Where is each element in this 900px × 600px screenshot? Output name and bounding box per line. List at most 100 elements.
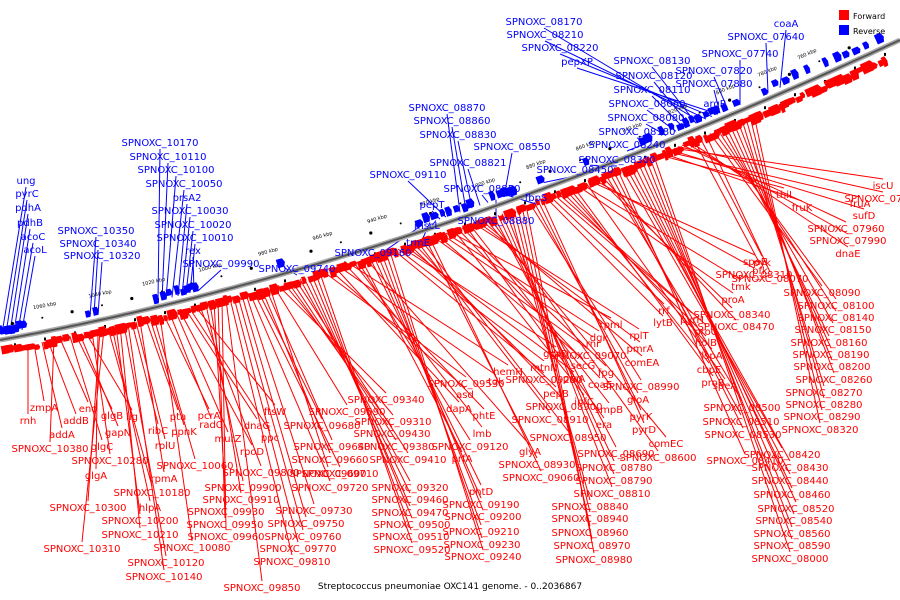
leader-line <box>753 114 821 424</box>
leader-line <box>13 228 31 332</box>
forward-feature <box>342 263 353 272</box>
forward-feature <box>498 215 505 222</box>
gene-label-spnoxc-07880: SPNOXC_07880 <box>675 79 752 90</box>
gene-label-spnoxc-08860: SPNOXC_08860 <box>413 116 490 127</box>
tick-mark <box>584 179 586 183</box>
tick-dot <box>10 321 14 326</box>
gene-label-spnoxc-07740: SPNOXC_07740 <box>701 49 778 60</box>
leader-line <box>653 156 791 553</box>
forward-feature <box>438 231 448 244</box>
gene-label-spnoxc-09760: SPNOXC_09760 <box>264 532 341 543</box>
tick-mark <box>674 143 676 147</box>
gene-label-secg: secG <box>571 361 596 372</box>
gene-label-spnoxc-10110: SPNOXC_10110 <box>129 152 206 163</box>
forward-features <box>0 56 889 355</box>
leader-line <box>544 40 707 120</box>
reverse-feature <box>781 76 790 86</box>
gene-label-gloa: gloA <box>627 395 649 406</box>
leader-line <box>273 286 348 406</box>
forward-feature <box>321 268 329 279</box>
gene-label-pta: pta <box>170 412 186 423</box>
forward-feature <box>268 283 280 296</box>
leader-line <box>507 195 537 205</box>
gene-label-spnoxc-10060: SPNOXC_10060 <box>156 461 233 472</box>
reverse-feature <box>803 64 811 75</box>
leader-line <box>185 230 194 294</box>
tick-mark <box>134 318 136 322</box>
reverse-feature <box>790 68 799 80</box>
leader-line <box>509 210 591 501</box>
gene-label-pmra: pmrA <box>626 344 653 355</box>
gene-label-spnoxc-08840: SPNOXC_08840 <box>551 502 628 513</box>
leader-line <box>257 290 323 420</box>
forward-feature <box>62 333 71 342</box>
tick-dot <box>369 231 373 235</box>
gene-label-spnoxc-08300: SPNOXC_08300 <box>578 155 655 166</box>
gene-label-pepxp: pepXP <box>561 57 593 68</box>
reverse-swatch <box>839 25 849 35</box>
forward-feature <box>108 325 117 337</box>
gene-label-spee: speE <box>743 257 767 268</box>
gene-label-radc: radC <box>199 420 223 431</box>
backbone-line <box>0 39 900 341</box>
forward-feature <box>778 102 786 114</box>
gene-label-spnoxc-09640: SPNOXC_09640 <box>293 442 370 453</box>
leader-line <box>165 175 177 299</box>
forward-feature <box>130 321 137 330</box>
tick-mark <box>554 190 556 194</box>
gene-label-hemh: hemH <box>493 367 523 378</box>
leader-line <box>107 328 153 487</box>
gene-label-spnoxc-09950: SPNOXC_09950 <box>186 520 263 531</box>
gene-label-comec: comEC <box>649 439 684 450</box>
reverse-feature <box>760 87 768 96</box>
leader-line <box>169 313 212 419</box>
leader-line <box>669 149 865 210</box>
reverse-feature <box>429 211 439 221</box>
gene-label-spnoxc-10310: SPNOXC_10310 <box>43 544 120 555</box>
tick-dot <box>459 202 462 205</box>
leader-line <box>381 253 482 526</box>
gene-label-spnoxc-10380: SPNOXC_10380 <box>11 444 88 455</box>
leader-line <box>425 239 538 459</box>
reverse-feature <box>20 320 28 329</box>
forward-feature <box>880 56 889 68</box>
leader-line <box>87 330 101 502</box>
gene-label-spnoxc-08550: SPNOXC_08550 <box>473 142 550 153</box>
leader-line <box>605 174 743 402</box>
gene-label-spnoxc-10030: SPNOXC_10030 <box>151 206 228 217</box>
leader-line <box>261 289 331 454</box>
forward-feature <box>13 343 24 353</box>
reverse-feature <box>693 113 702 124</box>
gene-label-spnoxc-09110: SPNOXC_09110 <box>369 170 446 181</box>
gene-label-spnoxc-08540: SPNOXC_08540 <box>755 516 832 527</box>
leader-line <box>139 320 165 473</box>
forward-feature <box>644 156 653 168</box>
forward-feature <box>877 59 884 68</box>
gene-label-spnoxc-09720: SPNOXC_09720 <box>291 483 368 494</box>
leader-line <box>217 301 226 519</box>
gene-label-spnoxc-09770: SPNOXC_09770 <box>259 544 336 555</box>
forward-feature <box>261 287 271 298</box>
reverse-gene-labels: ung pyrC pdhA pdhB acoC acoL SPNOXC_10350 SPNOX… <box>15 17 804 275</box>
leader-line <box>437 235 584 360</box>
forward-feature <box>214 297 227 308</box>
tick-dot <box>101 304 103 307</box>
gene-label-spnoxc-09470: SPNOXC_09470 <box>371 508 448 519</box>
gene-label-smpb: smpB <box>595 405 623 416</box>
gene-label-spnoxc-08590: SPNOXC_08590 <box>753 541 830 552</box>
reverse-feature <box>862 41 870 50</box>
gene-label-spnoxc-08940: SPNOXC_08940 <box>551 514 628 525</box>
leader-line <box>209 303 242 494</box>
gene-label-spnoxc-09800: SPNOXC_09800 <box>222 468 299 479</box>
gene-label-asd: asd <box>456 390 474 401</box>
leader-line <box>651 66 697 124</box>
gene-label-spnoxc-09810: SPNOXC_09810 <box>253 557 330 568</box>
gene-label-spnoxc-09340: SPNOXC_09340 <box>347 395 424 406</box>
gene-label-spnoxc-08780: SPNOXC_08780 <box>575 463 652 474</box>
gene-label-spnoxc-10300: SPNOXC_10300 <box>49 503 126 514</box>
leader-line <box>221 300 227 531</box>
gene-label-pfk: pfk <box>752 266 768 277</box>
genome-caption: Streptococcus pneumoniae OXC141 genome. … <box>318 582 582 592</box>
leader-line <box>49 339 55 443</box>
leader-line <box>577 185 734 294</box>
